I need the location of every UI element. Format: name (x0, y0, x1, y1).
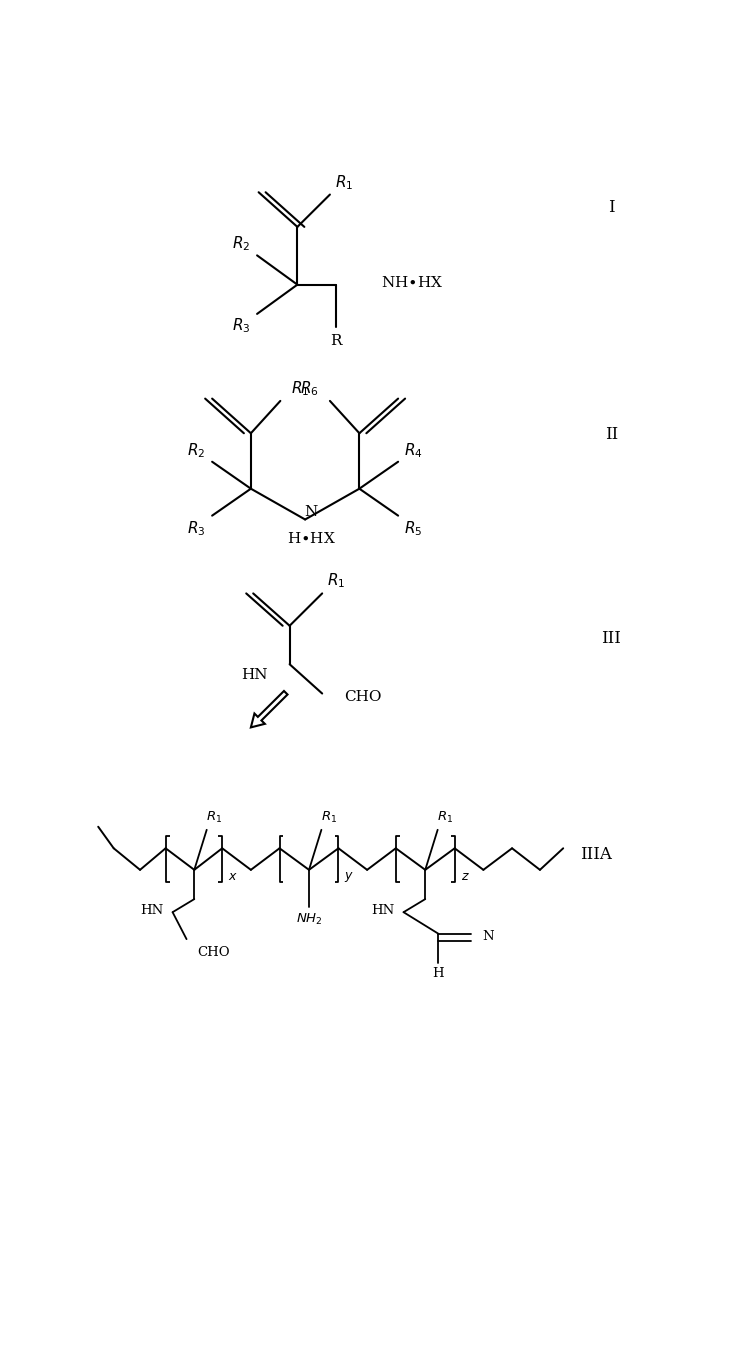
Text: $R_2$: $R_2$ (232, 234, 250, 254)
Text: $R_3$: $R_3$ (188, 520, 206, 537)
Text: NH$\bullet$HX: NH$\bullet$HX (381, 274, 443, 289)
Text: N: N (482, 931, 493, 943)
Text: $R_5$: $R_5$ (405, 520, 422, 537)
FancyArrow shape (251, 691, 288, 728)
Text: $R_2$: $R_2$ (188, 441, 206, 459)
Text: $z$: $z$ (461, 871, 470, 883)
Text: CHO: CHO (344, 691, 381, 705)
Text: H$\bullet$HX: H$\bullet$HX (287, 531, 336, 546)
Text: $R_1$: $R_1$ (206, 810, 222, 825)
Text: CHO: CHO (197, 946, 230, 958)
Text: N: N (305, 505, 318, 518)
Text: $R_1$: $R_1$ (437, 810, 453, 825)
Text: II: II (605, 426, 618, 443)
Text: R: R (330, 335, 342, 348)
Text: $R_1$: $R_1$ (327, 572, 345, 591)
Text: III: III (601, 631, 621, 647)
Text: $R_1$: $R_1$ (321, 810, 337, 825)
Text: $R_1$: $R_1$ (335, 173, 353, 192)
Text: $R_4$: $R_4$ (404, 441, 423, 459)
Text: IIIA: IIIA (580, 846, 612, 862)
Text: HN: HN (241, 668, 268, 681)
Text: I: I (608, 199, 615, 217)
Text: HN: HN (371, 903, 394, 917)
Text: $R_6$: $R_6$ (300, 380, 319, 398)
Text: $R_1$: $R_1$ (291, 380, 310, 398)
Text: $x$: $x$ (228, 871, 238, 883)
Text: HN: HN (140, 903, 163, 917)
Text: $y$: $y$ (344, 869, 354, 884)
Text: $R_3$: $R_3$ (232, 317, 250, 335)
Text: $NH_2$: $NH_2$ (296, 912, 322, 927)
Text: H: H (433, 968, 445, 980)
